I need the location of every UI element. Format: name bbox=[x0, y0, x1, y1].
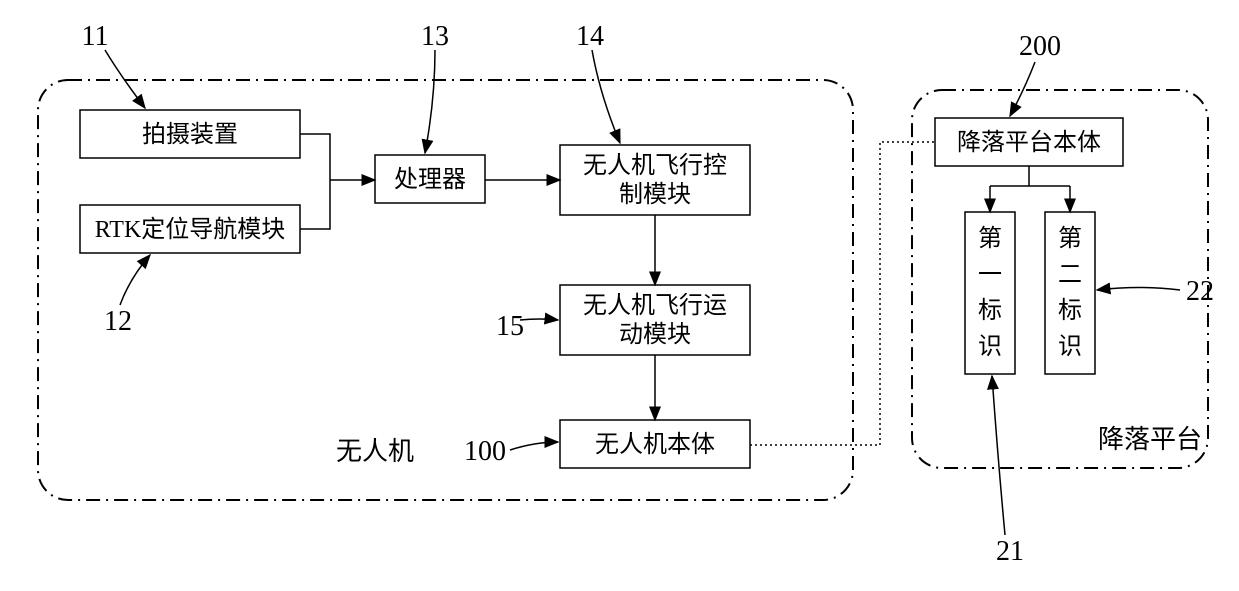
marker1-l4: 识 bbox=[978, 334, 1002, 360]
ref-100: 100 bbox=[464, 436, 506, 467]
ref-14: 14 bbox=[576, 21, 604, 52]
motion-l1: 无人机飞行运 bbox=[583, 292, 727, 319]
camera-label: 拍摄装置 bbox=[142, 121, 238, 148]
ref-12-arrow bbox=[120, 255, 150, 305]
diagram-canvas: 拍摄装置 RTK定位导航模块 处理器 无人机飞行控 制模块 无人机飞行运 动模块… bbox=[0, 0, 1239, 591]
marker2-l1: 第 bbox=[1058, 225, 1082, 252]
cpu-label: 处理器 bbox=[394, 166, 466, 193]
ref-14-arrow bbox=[592, 50, 620, 143]
ref-11: 11 bbox=[82, 21, 109, 52]
marker2-l4: 识 bbox=[1058, 334, 1082, 360]
platform-body-label: 降落平台本体 bbox=[957, 129, 1101, 156]
ref-13: 13 bbox=[421, 21, 449, 52]
conn-camera-merge bbox=[300, 134, 330, 180]
ref-15: 15 bbox=[496, 311, 524, 342]
ref-12: 12 bbox=[104, 306, 132, 337]
flight-ctrl-l2: 制模块 bbox=[619, 181, 691, 208]
drone-container-label: 无人机 bbox=[336, 437, 414, 466]
ref-200: 200 bbox=[1019, 31, 1061, 62]
ref-22: 22 bbox=[1186, 276, 1214, 307]
ref-13-arrow bbox=[425, 50, 435, 153]
motion-l2: 动模块 bbox=[619, 321, 691, 348]
ref-15-arrow bbox=[520, 319, 558, 320]
flight-ctrl-l1: 无人机飞行控 bbox=[583, 152, 727, 179]
conn-rtk-merge bbox=[300, 180, 330, 229]
ref-21: 21 bbox=[996, 536, 1024, 567]
marker1-l3: 标 bbox=[978, 297, 1002, 324]
marker2-l2: 二 bbox=[1058, 262, 1082, 288]
conn-drone-to-platform-dotted bbox=[750, 142, 935, 445]
ref-22-arrow bbox=[1097, 288, 1180, 291]
drone-body-label: 无人机本体 bbox=[595, 431, 715, 458]
marker1-l1: 第 bbox=[978, 225, 1002, 252]
ref-100-arrow bbox=[510, 442, 558, 450]
marker1-l2: 一 bbox=[978, 262, 1002, 288]
ref-21-arrow bbox=[992, 376, 1005, 535]
marker2-l3: 标 bbox=[1058, 297, 1082, 324]
rtk-label: RTK定位导航模块 bbox=[95, 216, 286, 243]
platform-container-label: 降落平台 bbox=[1098, 425, 1202, 454]
